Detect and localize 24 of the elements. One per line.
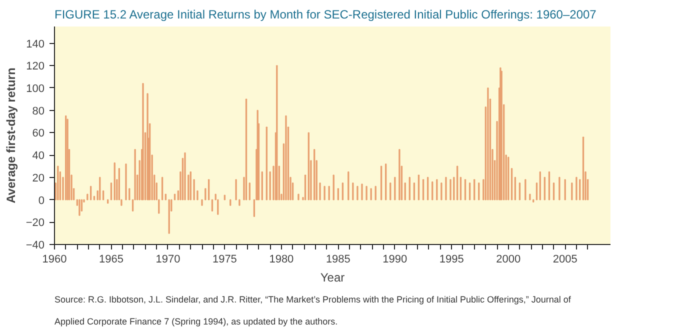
chart-title: FIGURE 15.2 Average Initial Returns by Month for SEC-Registered Initial Public Offerings: 1960–2007 [54, 8, 597, 22]
x-tick-label: 1995 [439, 254, 464, 266]
x-tick-label: 1985 [326, 254, 350, 266]
x-tick-label: 1970 [156, 254, 180, 266]
y-tick-label: 120 [26, 60, 45, 73]
y-tick-label: 140 [26, 38, 45, 50]
x-tick-label: 1980 [269, 254, 294, 266]
y-tick-label: 40 [32, 150, 45, 162]
y-axis-title: Average first-day return [4, 68, 18, 204]
x-tick-label: 1990 [382, 254, 408, 266]
y-tick-label: 80 [32, 105, 45, 118]
y-tick-label: −20 [26, 217, 45, 230]
y-tick-label: 0 [38, 194, 45, 207]
x-tick-label: 1960 [42, 254, 67, 266]
x-tick-label: 2005 [552, 254, 578, 266]
y-tick-label: 100 [26, 82, 45, 95]
x-tick-label: 1975 [212, 254, 237, 266]
x-tick-label: 1965 [99, 254, 124, 266]
y-tick-label: 20 [32, 172, 45, 184]
x-axis-title: Year [320, 270, 345, 284]
x-tick-label: 2000 [496, 254, 521, 266]
text: Source: R.G. Ibbotson, J.L. Sindelar, and J.R. Ritter, “The Market’s Problems with the Pricing of Initial Public Offerings,” Journal of Applied Corporate Finance 7 (Spring 1994), as updated by the authors. [54, 294, 571, 326]
y-tick-label: −40 [26, 240, 45, 252]
y-tick-label: 60 [32, 128, 45, 140]
